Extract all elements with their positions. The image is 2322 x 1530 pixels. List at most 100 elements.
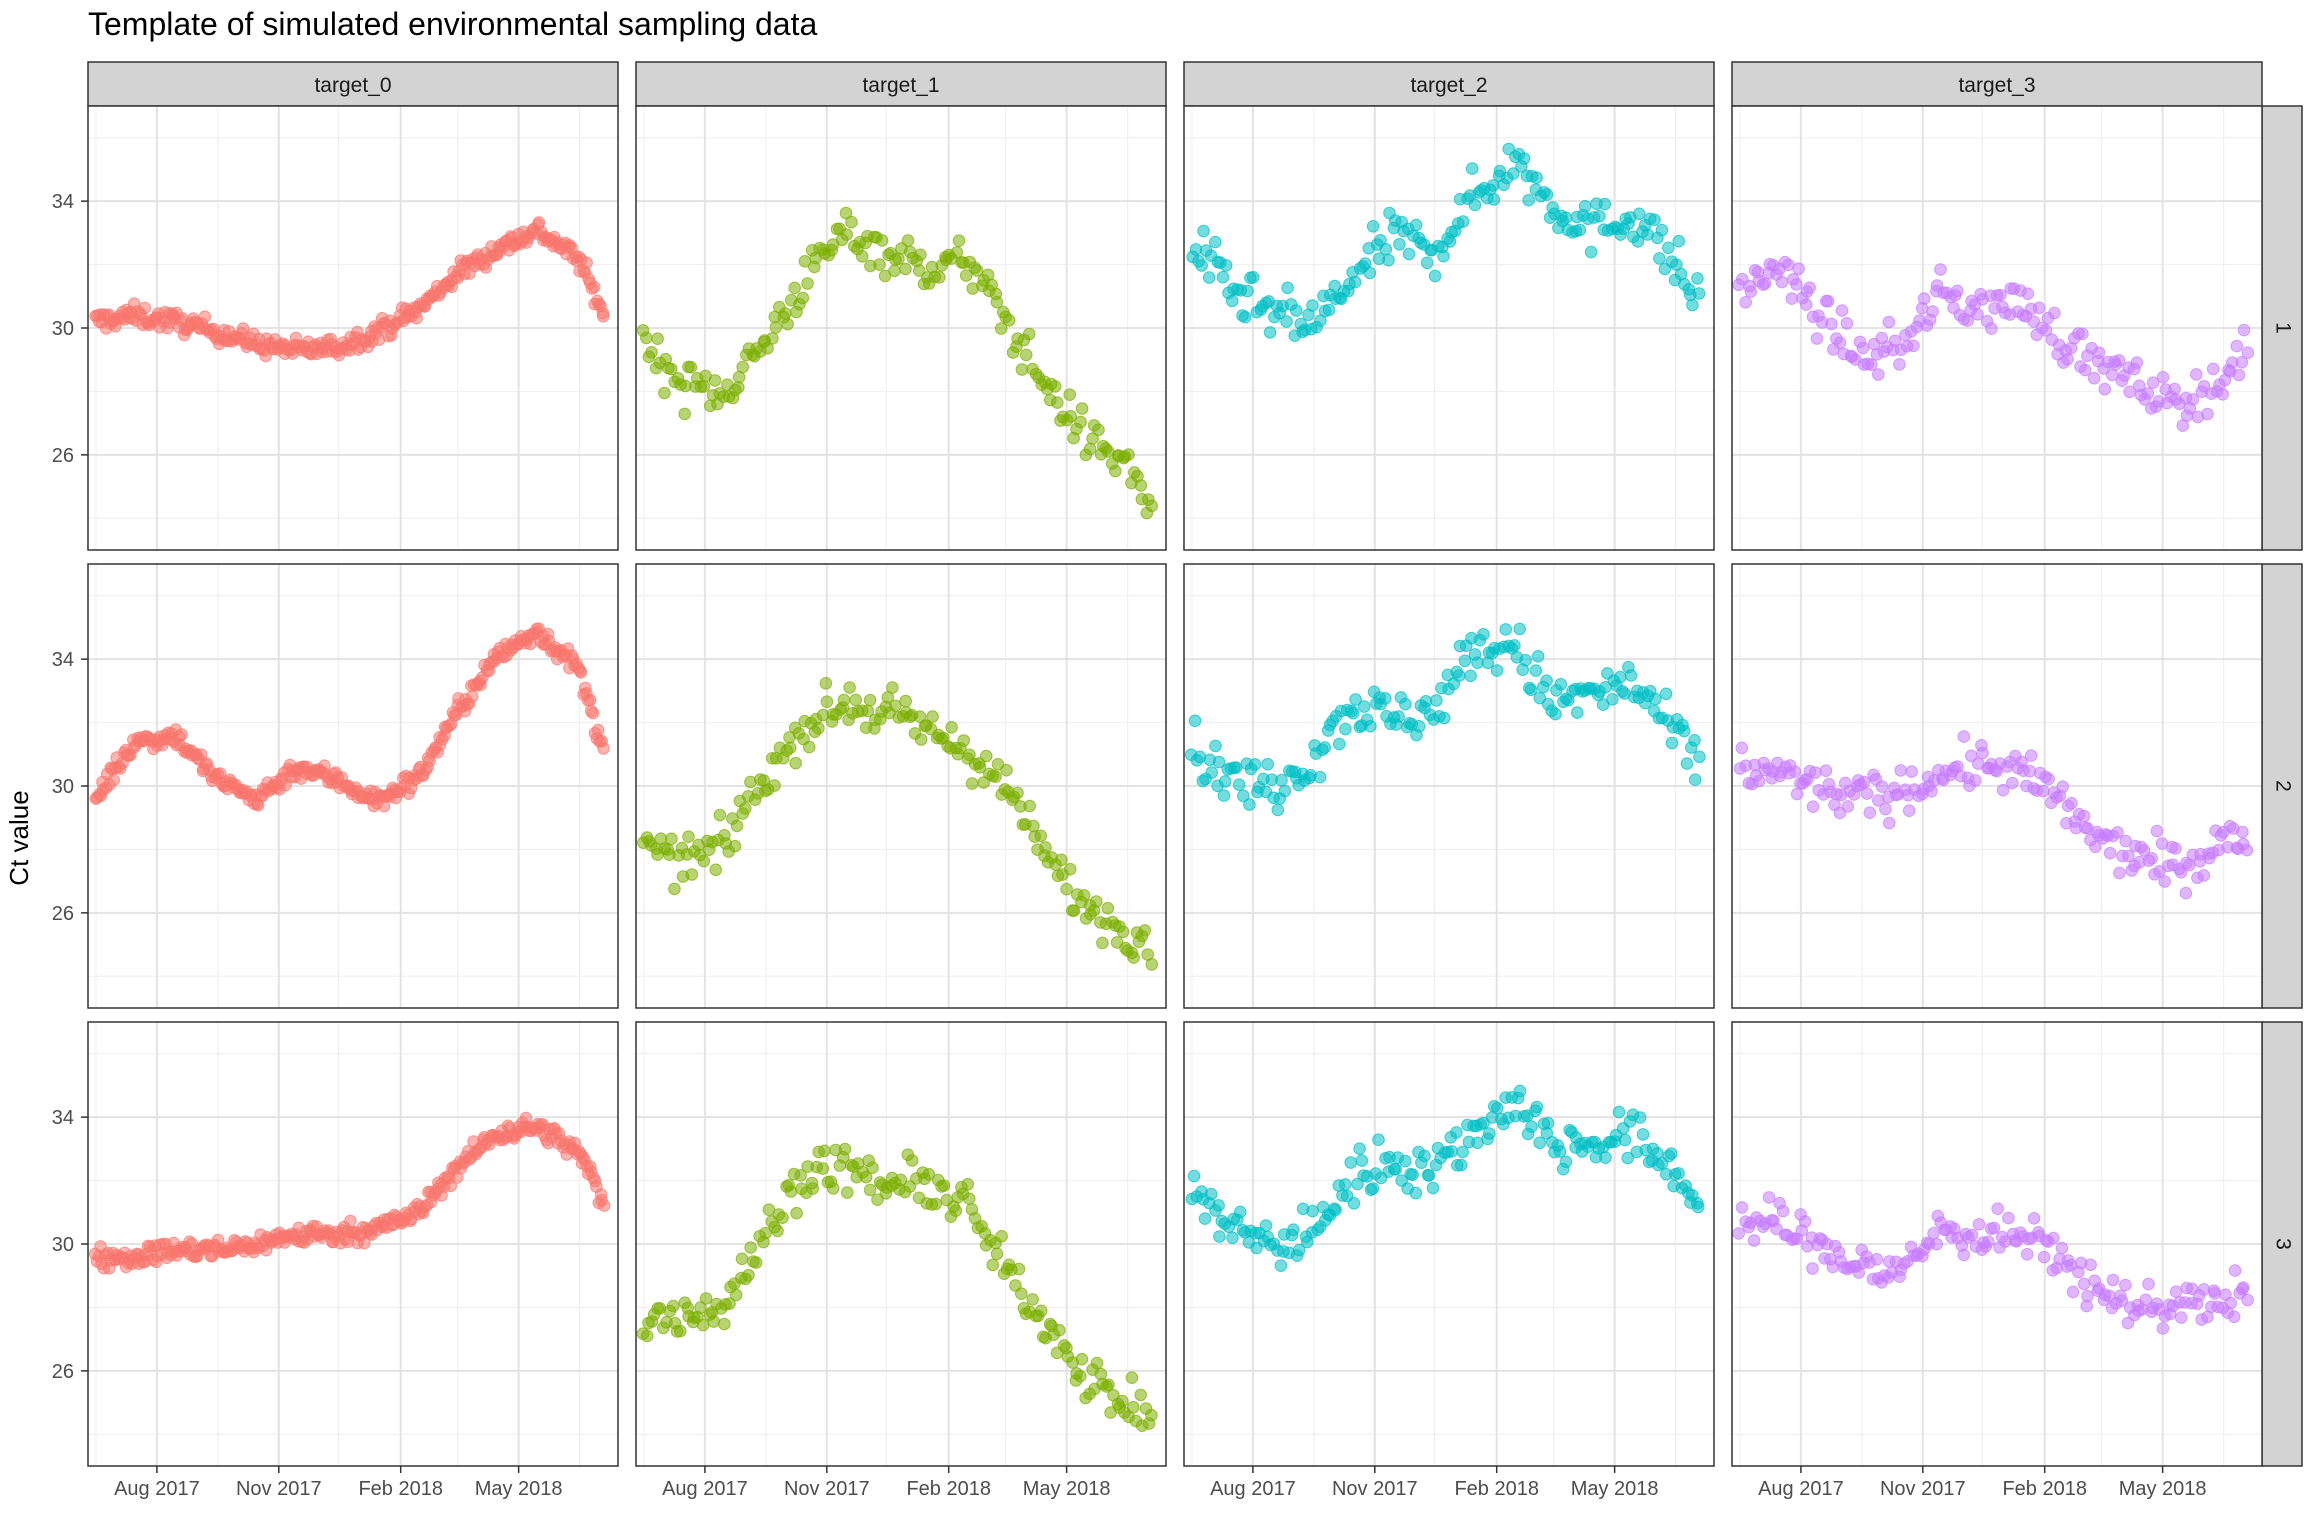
data-point: [1379, 242, 1393, 256]
data-point: [845, 215, 858, 229]
data-point: [107, 773, 120, 787]
data-point: [1925, 784, 1938, 798]
data-point: [886, 681, 899, 694]
data-point: [1735, 741, 1749, 755]
data-point: [1212, 1199, 1225, 1212]
data-point: [899, 694, 913, 708]
data-point: [1883, 816, 1896, 830]
data-point: [2156, 1322, 2170, 1335]
x-tick-label: Aug 2017: [662, 1478, 748, 1500]
data-point: [1053, 1323, 1066, 1337]
data-point: [2037, 784, 2050, 798]
data-point: [1957, 730, 1971, 743]
data-point: [1022, 327, 1036, 341]
data-point: [788, 281, 802, 295]
data-point: [1090, 1356, 1104, 1370]
data-point: [1392, 710, 1405, 723]
data-point: [2228, 1264, 2242, 1277]
data-point: [1145, 1408, 1158, 1422]
data-point: [1346, 706, 1360, 720]
data-point: [949, 1204, 963, 1217]
data-point: [1372, 1133, 1385, 1146]
data-point: [728, 839, 742, 853]
data-point: [776, 1211, 789, 1224]
data-point: [2122, 849, 2135, 863]
data-point: [1306, 299, 1319, 312]
data-point: [922, 1168, 936, 1181]
data-point: [1982, 1235, 1995, 1248]
y-tick-label: 26: [52, 1361, 74, 1383]
data-point: [2055, 1241, 2069, 1255]
data-point: [1894, 764, 1907, 777]
data-point: [318, 759, 331, 773]
data-point: [1278, 784, 1292, 798]
data-point: [1379, 692, 1392, 705]
data-point: [1445, 1145, 1458, 1158]
data-point: [1487, 193, 1501, 206]
data-point: [1034, 829, 1048, 843]
data-point: [2197, 380, 2211, 393]
facet-strip-target_0: [87, 61, 619, 107]
data-point: [1219, 259, 1233, 272]
data-point: [1655, 223, 1669, 237]
chart-title: Template of simulated environmental samp…: [88, 6, 818, 42]
data-point: [1418, 1149, 1431, 1163]
data-point: [2240, 843, 2254, 857]
data-point: [667, 1299, 680, 1313]
data-point: [1499, 623, 1512, 636]
data-point: [1348, 275, 1362, 289]
data-point: [2032, 301, 2046, 315]
data-point: [1965, 1228, 1979, 1242]
x-tick-label: Aug 2017: [1210, 1478, 1296, 1500]
data-point: [1739, 296, 1752, 309]
facet-label-row-1: 1: [2271, 322, 2294, 334]
data-point: [2065, 796, 2078, 810]
data-point: [841, 1186, 854, 1199]
data-point: [986, 1258, 1000, 1272]
data-point: [2169, 842, 2182, 855]
data-point: [1860, 787, 1874, 800]
data-point: [855, 249, 869, 263]
x-tick-label: Nov 2017: [1880, 1478, 1966, 1500]
data-point: [1063, 862, 1077, 876]
data-point: [2042, 772, 2055, 786]
data-point: [1798, 1215, 1812, 1228]
data-point: [736, 360, 750, 374]
data-point: [729, 1288, 743, 1302]
x-tick-label: Feb 2018: [906, 1478, 991, 1500]
data-point: [1353, 1142, 1366, 1155]
data-point: [684, 360, 698, 374]
data-point: [1599, 1151, 1612, 1164]
facet-strip-row-2: [2261, 563, 2303, 1009]
data-point: [1907, 339, 1920, 353]
data-point: [410, 311, 423, 325]
data-point: [1541, 1116, 1555, 1130]
data-point: [1064, 410, 1077, 423]
data-point: [674, 1324, 687, 1338]
data-point: [1584, 245, 1598, 259]
data-point: [597, 742, 610, 755]
data-point: [1882, 315, 1896, 329]
data-point: [668, 882, 681, 896]
data-point: [1450, 1126, 1463, 1139]
data-point: [766, 332, 779, 345]
data-point: [899, 262, 912, 276]
data-point: [961, 1178, 975, 1191]
data-point: [1747, 1234, 1761, 1247]
x-tick-label: Feb 2018: [2002, 1478, 2087, 1500]
data-point: [2027, 315, 2040, 328]
y-tick-label: 34: [52, 191, 74, 213]
data-point: [1840, 317, 1854, 330]
data-point: [445, 280, 459, 294]
data-point: [1011, 786, 1024, 800]
data-point: [591, 723, 605, 737]
data-point: [2023, 764, 2037, 778]
data-point: [2024, 749, 2038, 762]
data-point: [1229, 761, 1243, 774]
data-point: [1530, 1100, 1544, 1114]
data-point: [1490, 664, 1504, 677]
data-point: [1019, 348, 1033, 362]
data-point: [1329, 1203, 1342, 1217]
panel-border: [1183, 105, 1715, 551]
data-point: [1074, 415, 1087, 429]
